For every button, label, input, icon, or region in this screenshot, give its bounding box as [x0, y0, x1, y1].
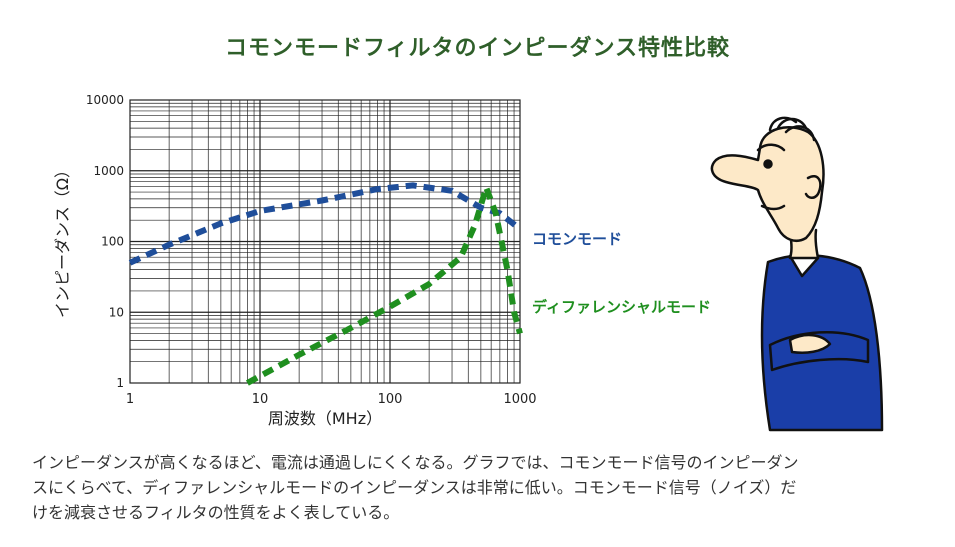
x-tick-label: 100	[378, 392, 403, 407]
y-tick-label: 1000	[93, 164, 124, 178]
legend-label-differential-mode: ディファレンシャルモード	[532, 298, 711, 316]
y-tick-label: 1	[116, 376, 124, 390]
caption-text: インピーダンスが高くなるほど、電流は通過しにくくなる。グラフでは、コモンモード信…	[32, 450, 922, 525]
tick-labels: 1 10 100 1000 1 10 100 1000 10000	[86, 93, 537, 407]
caption-line: けを減衰させるフィルタの性質をよく表している。	[32, 503, 400, 522]
x-tick-label: 1	[126, 392, 134, 407]
caption-line: インピーダンスが高くなるほど、電流は通過しにくくなる。グラフでは、コモンモード信…	[32, 453, 799, 472]
y-tick-label: 100	[101, 235, 124, 249]
chart-series	[128, 182, 523, 386]
series-line-common	[128, 182, 522, 266]
page-title: コモンモードフィルタのインピーダンス特性比較	[224, 36, 731, 61]
chart-grid	[129, 99, 521, 384]
series-line-diff	[245, 184, 523, 386]
y-tick-label: 10000	[86, 93, 124, 107]
man-figure	[710, 116, 884, 432]
y-tick-label: 10	[109, 305, 124, 319]
x-axis-label: 周波数（MHz）	[268, 409, 382, 428]
y-axis-label: インピーダンス（Ω）	[53, 162, 72, 318]
x-tick-label: 10	[252, 392, 269, 407]
legend-label-common-mode: コモンモード	[532, 230, 622, 248]
x-tick-label: 1000	[503, 392, 536, 407]
caption-line: スにくらべて、ディファレンシャルモードのインピーダンスは非常に低い。コモンモード…	[32, 478, 797, 497]
